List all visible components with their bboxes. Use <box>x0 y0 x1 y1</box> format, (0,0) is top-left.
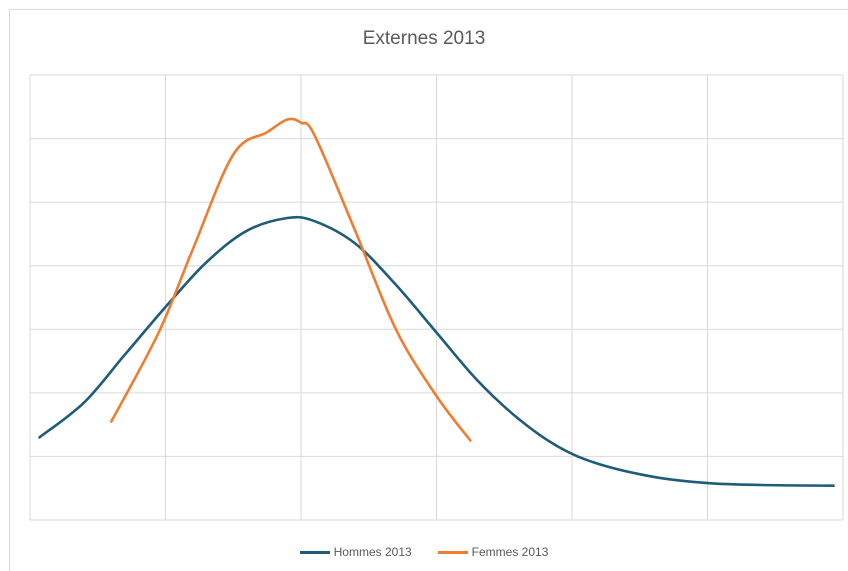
legend-item-hommes: Hommes 2013 <box>299 545 412 559</box>
legend-swatch-hommes <box>299 550 330 554</box>
series-line-femmes <box>110 117 472 442</box>
grid-lines <box>29 74 844 521</box>
chart-frame <box>9 9 848 571</box>
legend-item-femmes: Femmes 2013 <box>437 545 549 559</box>
legend-swatch-femmes <box>437 550 468 554</box>
legend: Hommes 2013 Femmes 2013 <box>0 545 848 559</box>
legend-label-femmes: Femmes 2013 <box>471 545 549 559</box>
series-lines <box>38 117 835 487</box>
chart-title: Externes 2013 <box>362 28 486 49</box>
legend-label-hommes: Hommes 2013 <box>333 545 412 559</box>
series-line-hommes <box>38 215 835 487</box>
